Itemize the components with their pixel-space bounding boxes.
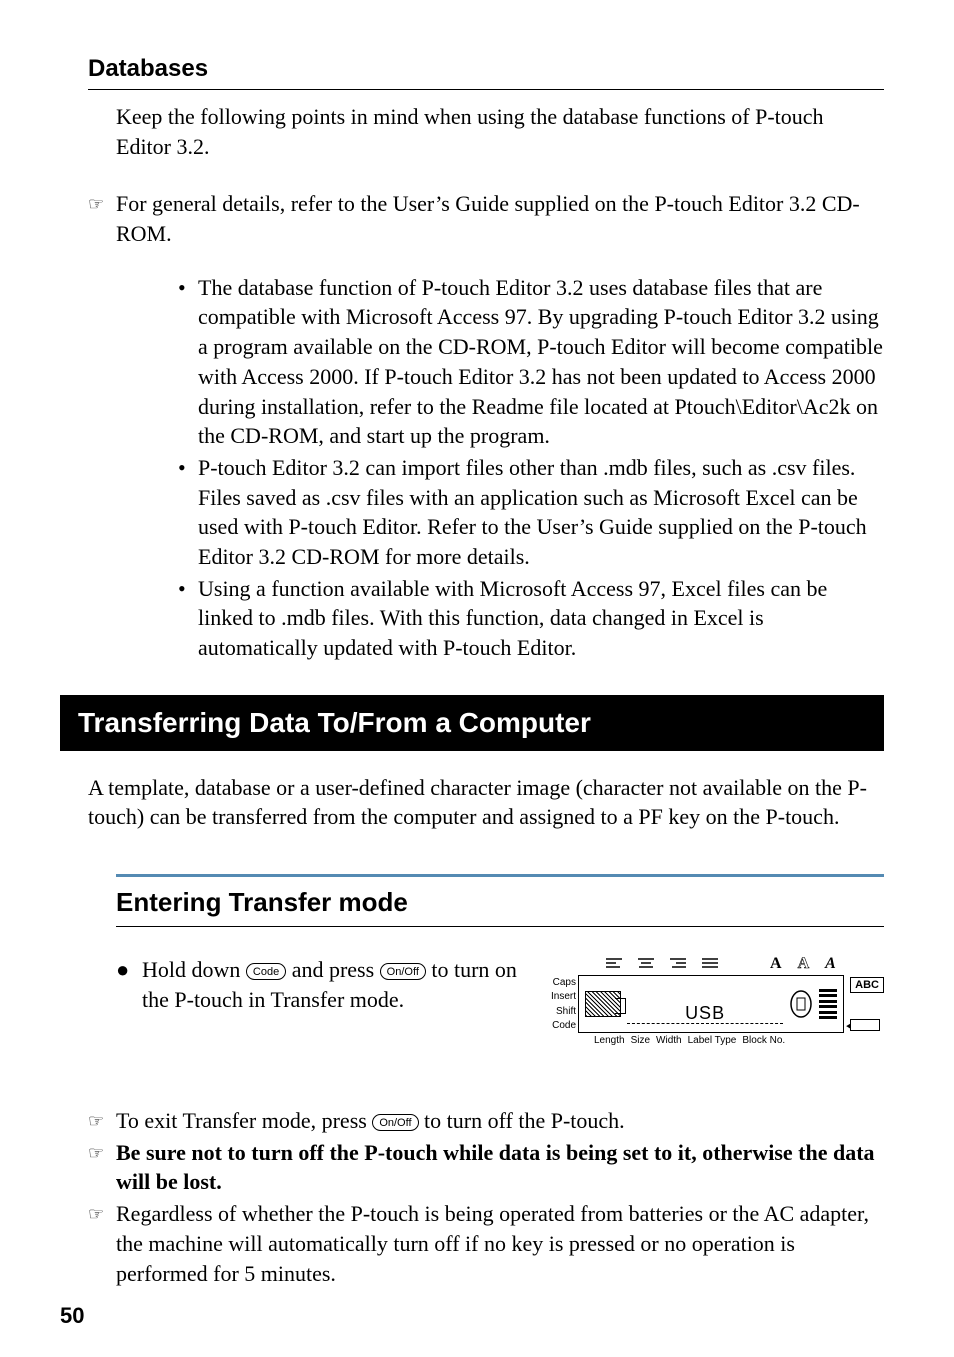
note-row: ☞ Be sure not to turn off the P-touch wh… <box>88 1138 884 1197</box>
lcd-screen: USB <box>578 975 844 1033</box>
page-number: 50 <box>60 1303 84 1329</box>
bullet-item: Using a function available with Microsof… <box>178 574 884 663</box>
tape-icon <box>850 1019 880 1031</box>
lcd-bottom-width: Width <box>656 1035 682 1046</box>
lcd-label-insert: Insert <box>544 991 576 1002</box>
note-text: For general details, refer to the User’s… <box>116 189 884 248</box>
heading-databases: Databases <box>88 55 884 83</box>
pointing-hand-icon: ☞ <box>88 1199 116 1227</box>
lcd-main: Caps Insert Shift Code USB ABC <box>544 975 884 1033</box>
abc-box: ABC <box>850 977 884 993</box>
pointing-hand-icon: ☞ <box>88 1106 116 1134</box>
note-row: ☞ Regardless of whether the P-touch is b… <box>88 1199 884 1288</box>
font-outline-icon: A <box>798 955 810 973</box>
step-text: Hold down Code and press On/Off to turn … <box>142 955 544 1014</box>
note-1-pre: To exit Transfer mode, press <box>116 1108 372 1133</box>
section-heading-bar: Transferring Data To/From a Computer <box>60 695 884 751</box>
pointing-hand-icon: ☞ <box>88 189 116 217</box>
step-row: ● Hold down Code and press On/Off to tur… <box>116 955 884 1046</box>
notes-block: ☞ To exit Transfer mode, press On/Off to… <box>88 1106 884 1288</box>
note-row: ☞ To exit Transfer mode, press On/Off to… <box>88 1106 884 1136</box>
key-code: Code <box>246 963 286 980</box>
font-bold-icon: A <box>770 955 782 973</box>
section-intro: A template, database or a user-defined c… <box>88 773 884 832</box>
lcd-bottom-blockno: Block No. <box>742 1035 785 1046</box>
cartridge-icon <box>819 989 837 1019</box>
key-onoff: On/Off <box>372 1114 418 1131</box>
lcd-right-icons: ABC <box>844 975 884 1033</box>
note-text-bold: Be sure not to turn off the P-touch whil… <box>116 1138 884 1197</box>
note-text: To exit Transfer mode, press On/Off to t… <box>116 1106 884 1136</box>
lcd-top-icons: A A A <box>544 955 884 973</box>
align-right-icon <box>670 957 686 971</box>
bullet-list: The database function of P-touch Editor … <box>178 273 884 663</box>
subheading-entering-transfer: Entering Transfer mode <box>116 874 884 927</box>
lcd-bottom-size: Size <box>631 1035 650 1046</box>
lcd-bottom-labels: Length Size Width Label Type Block No. <box>544 1035 884 1046</box>
heading-rule <box>88 89 884 90</box>
step-pre: Hold down <box>142 957 246 982</box>
pointing-hand-icon: ☞ <box>88 1138 116 1166</box>
lcd-label-caps: Caps <box>544 977 576 988</box>
connector-icon <box>789 989 813 1019</box>
key-onoff: On/Off <box>380 963 426 980</box>
device-icon <box>585 991 621 1017</box>
bullet-item: The database function of P-touch Editor … <box>178 273 884 451</box>
lcd-bottom-length: Length <box>594 1035 625 1046</box>
lcd-label-shift: Shift <box>544 1006 576 1017</box>
lcd-diagram: A A A Caps Insert Shift Code USB <box>544 955 884 1046</box>
usb-label: USB <box>627 1004 783 1024</box>
page: Databases Keep the following points in m… <box>0 0 954 1357</box>
note-text: Regardless of whether the P-touch is bei… <box>116 1199 884 1288</box>
bullet-item: P-touch Editor 3.2 can import files othe… <box>178 453 884 572</box>
font-italic-icon: A <box>825 955 836 973</box>
intro-paragraph: Keep the following points in mind when u… <box>116 102 884 161</box>
align-center-icon <box>638 957 654 971</box>
note-1-post: to turn off the P-touch. <box>419 1108 625 1133</box>
lcd-left-labels: Caps Insert Shift Code <box>544 975 578 1033</box>
lcd-label-code: Code <box>544 1020 576 1031</box>
align-justify-icon <box>702 957 718 971</box>
align-left-icon <box>606 957 622 971</box>
note-row: ☞ For general details, refer to the User… <box>88 189 884 248</box>
bullet-icon: ● <box>116 955 142 985</box>
lcd-bottom-labeltype: Label Type <box>688 1035 737 1046</box>
step-mid: and press <box>286 957 379 982</box>
